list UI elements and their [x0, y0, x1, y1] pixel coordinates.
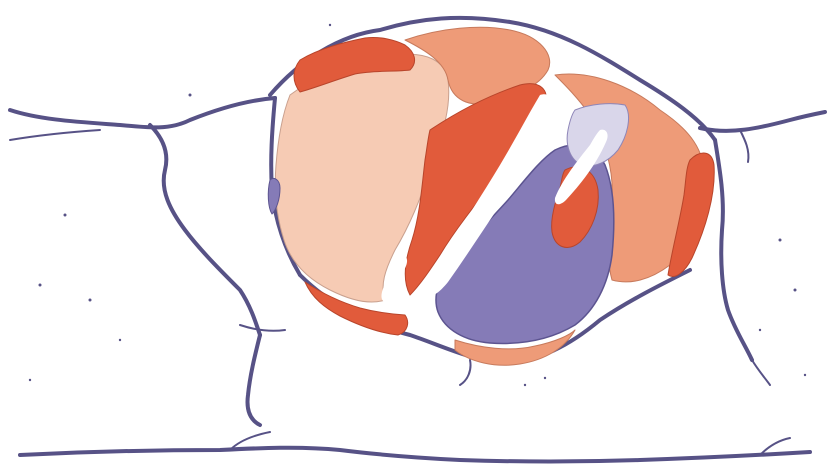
- speck: [758, 328, 762, 332]
- outline-south-tick-east: [759, 437, 791, 456]
- speck: [38, 283, 42, 287]
- outline-west-lower: [9, 129, 101, 141]
- speck: [793, 288, 797, 292]
- fissure-secondary: [554, 129, 608, 205]
- fissure-west: [381, 253, 408, 302]
- outline-west-upper: [8, 96, 277, 130]
- speckles: [28, 23, 807, 387]
- speck: [523, 383, 527, 387]
- outline-top-arc: [268, 15, 717, 142]
- fissures: [381, 94, 608, 302]
- region-red-orange-southwest: [304, 281, 409, 336]
- regions: [267, 26, 715, 366]
- region-salmon-north: [404, 26, 551, 105]
- outline-bottom-spur: [459, 359, 472, 386]
- outline-east-drip: [751, 359, 771, 386]
- outline-east-upper: [698, 110, 827, 133]
- speck: [543, 376, 547, 380]
- speck: [328, 23, 332, 27]
- region-red-orange-central: [404, 83, 547, 296]
- outline-west-bend: [239, 324, 286, 332]
- region-purple-west: [267, 177, 281, 215]
- region-red-orange-east: [667, 152, 715, 277]
- region-red-orange-north: [293, 37, 416, 93]
- speck: [63, 213, 67, 217]
- speck: [88, 298, 92, 302]
- outline-west-cluster: [148, 123, 262, 337]
- outline-east-cluster: [713, 138, 754, 362]
- outline-south-line: [18, 445, 812, 464]
- fissure-main: [426, 94, 554, 297]
- speck: [803, 373, 807, 377]
- outline-west-stem: [245, 333, 262, 427]
- speck: [28, 378, 32, 382]
- speck: [118, 338, 122, 342]
- outline-east-branch: [739, 129, 750, 163]
- speck: [778, 238, 782, 242]
- outline-south-tick: [229, 431, 271, 451]
- speck: [188, 93, 192, 97]
- region-salmon-south: [454, 329, 576, 366]
